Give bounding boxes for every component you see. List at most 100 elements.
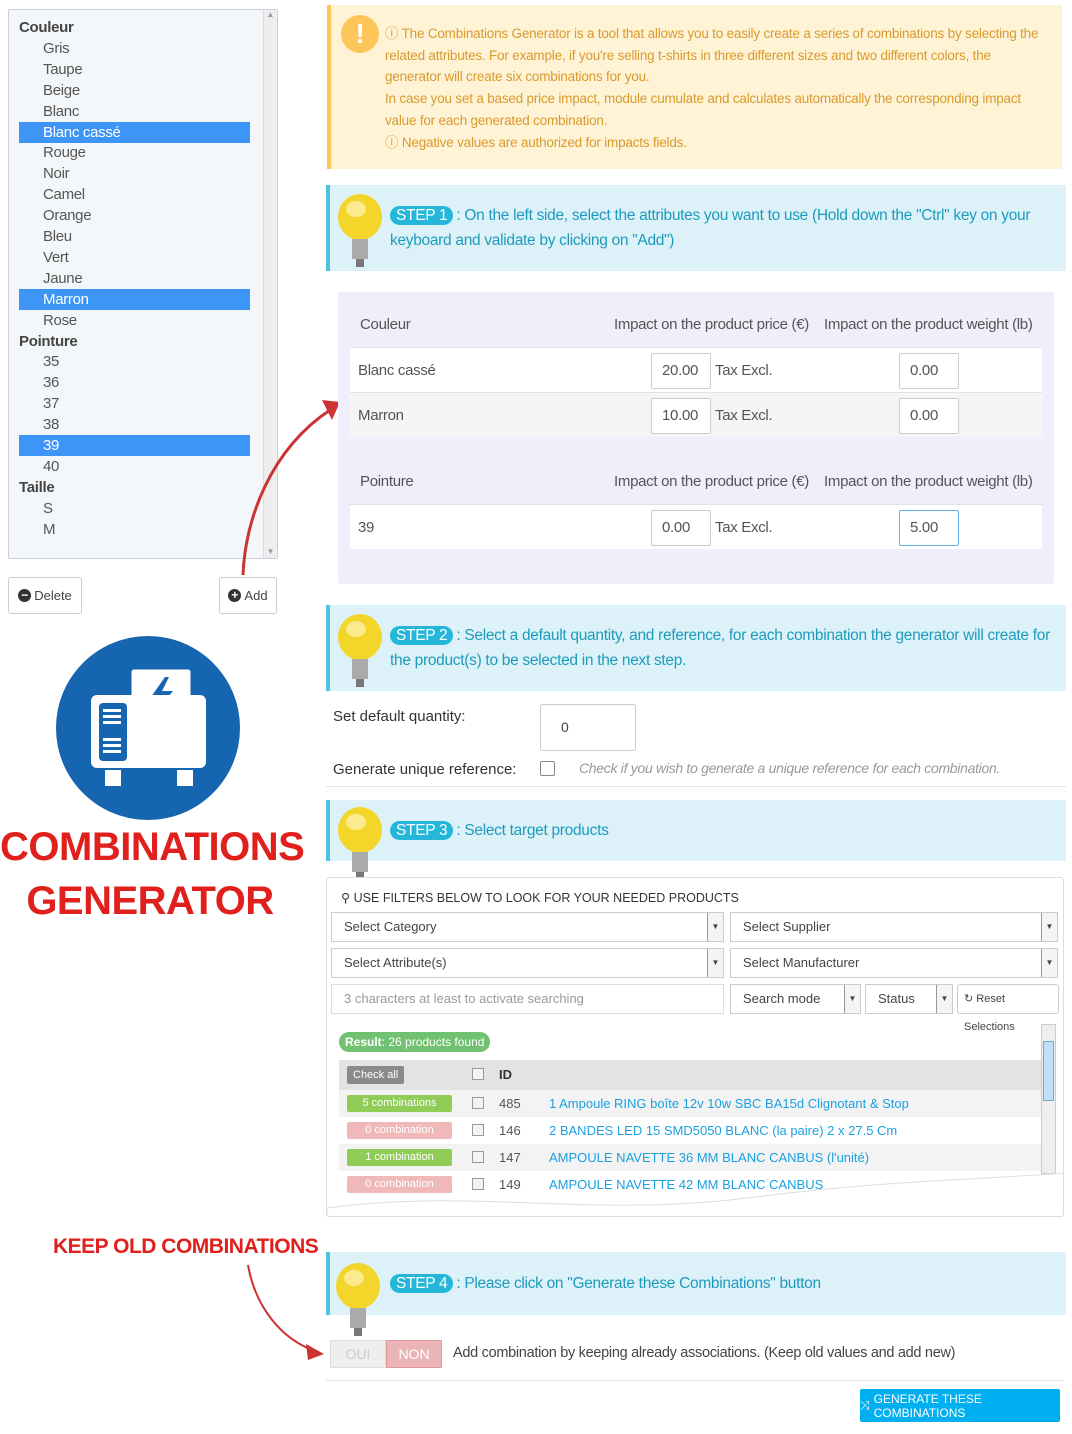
listbox-scrollbar[interactable]: ▲ ▼ xyxy=(263,10,277,558)
step-text: : Please click on "Generate these Combin… xyxy=(456,1275,821,1292)
combination-count-badge: 0 combination xyxy=(347,1176,452,1193)
chevron-down-icon: ▼ xyxy=(1041,949,1057,977)
generate-combinations-button[interactable]: ⤨ GENERATE THESE COMBINATIONS xyxy=(860,1389,1060,1422)
attribute-option[interactable]: Taupe xyxy=(43,60,83,78)
toggle-oui[interactable]: OUI xyxy=(330,1340,386,1368)
arrow-to-toggle-icon xyxy=(247,1264,319,1353)
select-all-checkbox[interactable] xyxy=(472,1068,484,1080)
brand-title-line2: GENERATOR xyxy=(26,879,274,923)
price-impact-input[interactable]: 0.00 xyxy=(651,510,711,546)
attribute-option[interactable]: 37 xyxy=(43,395,60,413)
attribute-option[interactable]: Noir xyxy=(43,165,70,183)
step-badge: STEP 2 xyxy=(390,626,454,645)
product-checkbox[interactable] xyxy=(472,1151,484,1163)
product-link[interactable]: AMPOULE NAVETTE 36 MM BLANC CANBUS (l'un… xyxy=(549,1150,870,1165)
product-filter-panel: ⚲ USE FILTERS BELOW TO LOOK FOR YOUR NEE… xyxy=(326,877,1064,1217)
attribute-option[interactable]: Rouge xyxy=(43,144,86,162)
attribute-option[interactable]: Orange xyxy=(43,207,92,225)
weight-impact-input[interactable]: 0.00 xyxy=(899,398,959,434)
attribute-option[interactable]: 35 xyxy=(43,353,60,371)
product-search-input[interactable]: 3 characters at least to activate search… xyxy=(331,984,724,1014)
attribute-option[interactable]: 38 xyxy=(43,416,60,434)
attribute-option[interactable]: Vert xyxy=(43,248,69,266)
attribute-option[interactable]: Blanc xyxy=(43,102,80,120)
attribute-option[interactable]: Rose xyxy=(43,311,77,329)
keep-old-callout: KEEP OLD COMBINATIONS xyxy=(53,1235,319,1258)
unique-reference-checkbox[interactable] xyxy=(540,761,555,776)
delete-button[interactable]: − Delete xyxy=(8,577,82,614)
add-button[interactable]: + Add xyxy=(219,577,277,614)
unique-reference-hint: Check if you wish to generate a unique r… xyxy=(579,760,1001,776)
product-link[interactable]: 2 BANDES LED 15 SMD5050 BLANC (la paire)… xyxy=(549,1123,898,1138)
id-column-header: ID xyxy=(499,1067,512,1082)
info-text-2: In case you set a based price impact, mo… xyxy=(385,91,1021,128)
attribute-option[interactable]: Bleu xyxy=(43,228,72,245)
attribute-option[interactable]: Marron xyxy=(19,288,250,310)
toggle-non[interactable]: NON xyxy=(386,1340,442,1368)
product-id: 149 xyxy=(499,1177,521,1192)
manufacturer-select[interactable]: Select Manufacturer ▼ xyxy=(730,948,1058,978)
step-1-banner: STEP 1: On the left side, select the att… xyxy=(326,185,1066,271)
combination-count-badge: 5 combinations xyxy=(347,1095,452,1112)
product-link[interactable]: 1 Ampoule RING boîte 12v 10w SBC BA15d C… xyxy=(549,1096,909,1111)
category-select[interactable]: Select Category ▼ xyxy=(331,912,724,942)
check-all-button[interactable]: Check all xyxy=(347,1066,405,1084)
product-checkbox[interactable] xyxy=(472,1178,484,1190)
chevron-down-icon: ▼ xyxy=(936,985,952,1013)
attribute-value: 39 xyxy=(358,519,375,536)
price-impact-input[interactable]: 10.00 xyxy=(651,398,711,434)
product-id: 485 xyxy=(499,1096,521,1111)
refresh-icon: ↻ xyxy=(964,993,977,1005)
column-header-weight: Impact on the product weight (lb) xyxy=(824,473,1033,490)
filter-title: USE FILTERS BELOW TO LOOK FOR YOUR NEEDE… xyxy=(353,891,739,905)
step-badge: STEP 1 xyxy=(390,206,454,225)
keep-old-toggle[interactable]: OUI NON xyxy=(330,1340,442,1368)
reset-selections-button[interactable]: ↻ Reset Selections xyxy=(957,984,1059,1033)
lightbulb-icon xyxy=(338,807,382,880)
product-checkbox[interactable] xyxy=(472,1124,484,1136)
shuffle-icon: ⤨ xyxy=(860,1398,870,1412)
option-group-label: Taille xyxy=(19,478,55,496)
attribute-option[interactable]: S xyxy=(43,499,53,517)
default-quantity-label: Set default quantity: xyxy=(333,708,466,725)
attribute-option[interactable]: 39 xyxy=(19,435,250,456)
attribute-option[interactable]: 40 xyxy=(43,457,60,475)
minus-circle-icon: − xyxy=(18,589,32,602)
product-row: 5 combinations 485 1 Ampoule RING boîte … xyxy=(339,1090,1041,1117)
weight-impact-input[interactable]: 5.00 xyxy=(899,510,959,546)
step-2-banner: STEP 2: Select a default quantity, and r… xyxy=(326,605,1066,691)
default-quantity-input[interactable]: 0 xyxy=(540,704,636,751)
column-header-attribute: Couleur xyxy=(360,316,411,333)
brand-title-line1: COMBINATIONS xyxy=(0,825,305,869)
step-badge: STEP 3 xyxy=(390,821,454,840)
arrow-to-impacts-icon xyxy=(241,408,331,576)
attribute-option[interactable]: Blanc cassé xyxy=(19,121,250,143)
product-link[interactable]: AMPOULE NAVETTE 42 MM BLANC CANBUS xyxy=(549,1177,824,1192)
attribute-option[interactable]: Gris xyxy=(43,39,70,57)
product-checkbox[interactable] xyxy=(472,1097,484,1109)
results-scrollbar[interactable] xyxy=(1041,1024,1056,1174)
chevron-down-icon: ▼ xyxy=(707,949,723,977)
option-group-label: Couleur xyxy=(19,19,74,36)
price-impact-input[interactable]: 20.00 xyxy=(651,353,711,389)
status-select[interactable]: Status ▼ xyxy=(865,984,953,1014)
column-header-price: Impact on the product price (€) xyxy=(614,316,809,333)
info-circle-icon: ⓘ xyxy=(385,26,402,41)
search-mode-select[interactable]: Search mode ▼ xyxy=(730,984,861,1014)
attribute-option[interactable]: M xyxy=(43,520,56,538)
supplier-select[interactable]: Select Supplier ▼ xyxy=(730,912,1058,942)
filter-icon: ⚲ xyxy=(341,891,354,905)
attribute-multiselect[interactable]: ▲ ▼ Couleur Gris Taupe Beige Blanc Blanc cassé… xyxy=(8,9,278,559)
attribute-option[interactable]: Jaune xyxy=(43,269,83,287)
attribute-select[interactable]: Select Attribute(s) ▼ xyxy=(331,948,724,978)
weight-impact-input[interactable]: 0.00 xyxy=(899,353,959,389)
step-badge: STEP 4 xyxy=(390,1274,454,1293)
step-text: : On the left side, select the attribute… xyxy=(390,207,1031,249)
result-badge: Result: 26 products found xyxy=(339,1032,491,1052)
combination-count-badge: 0 combination xyxy=(347,1122,452,1139)
attribute-option[interactable]: Beige xyxy=(43,81,80,99)
info-circle-icon: ⓘ xyxy=(385,134,402,150)
attribute-option[interactable]: Camel xyxy=(43,186,85,204)
attribute-option[interactable]: 36 xyxy=(43,374,60,392)
